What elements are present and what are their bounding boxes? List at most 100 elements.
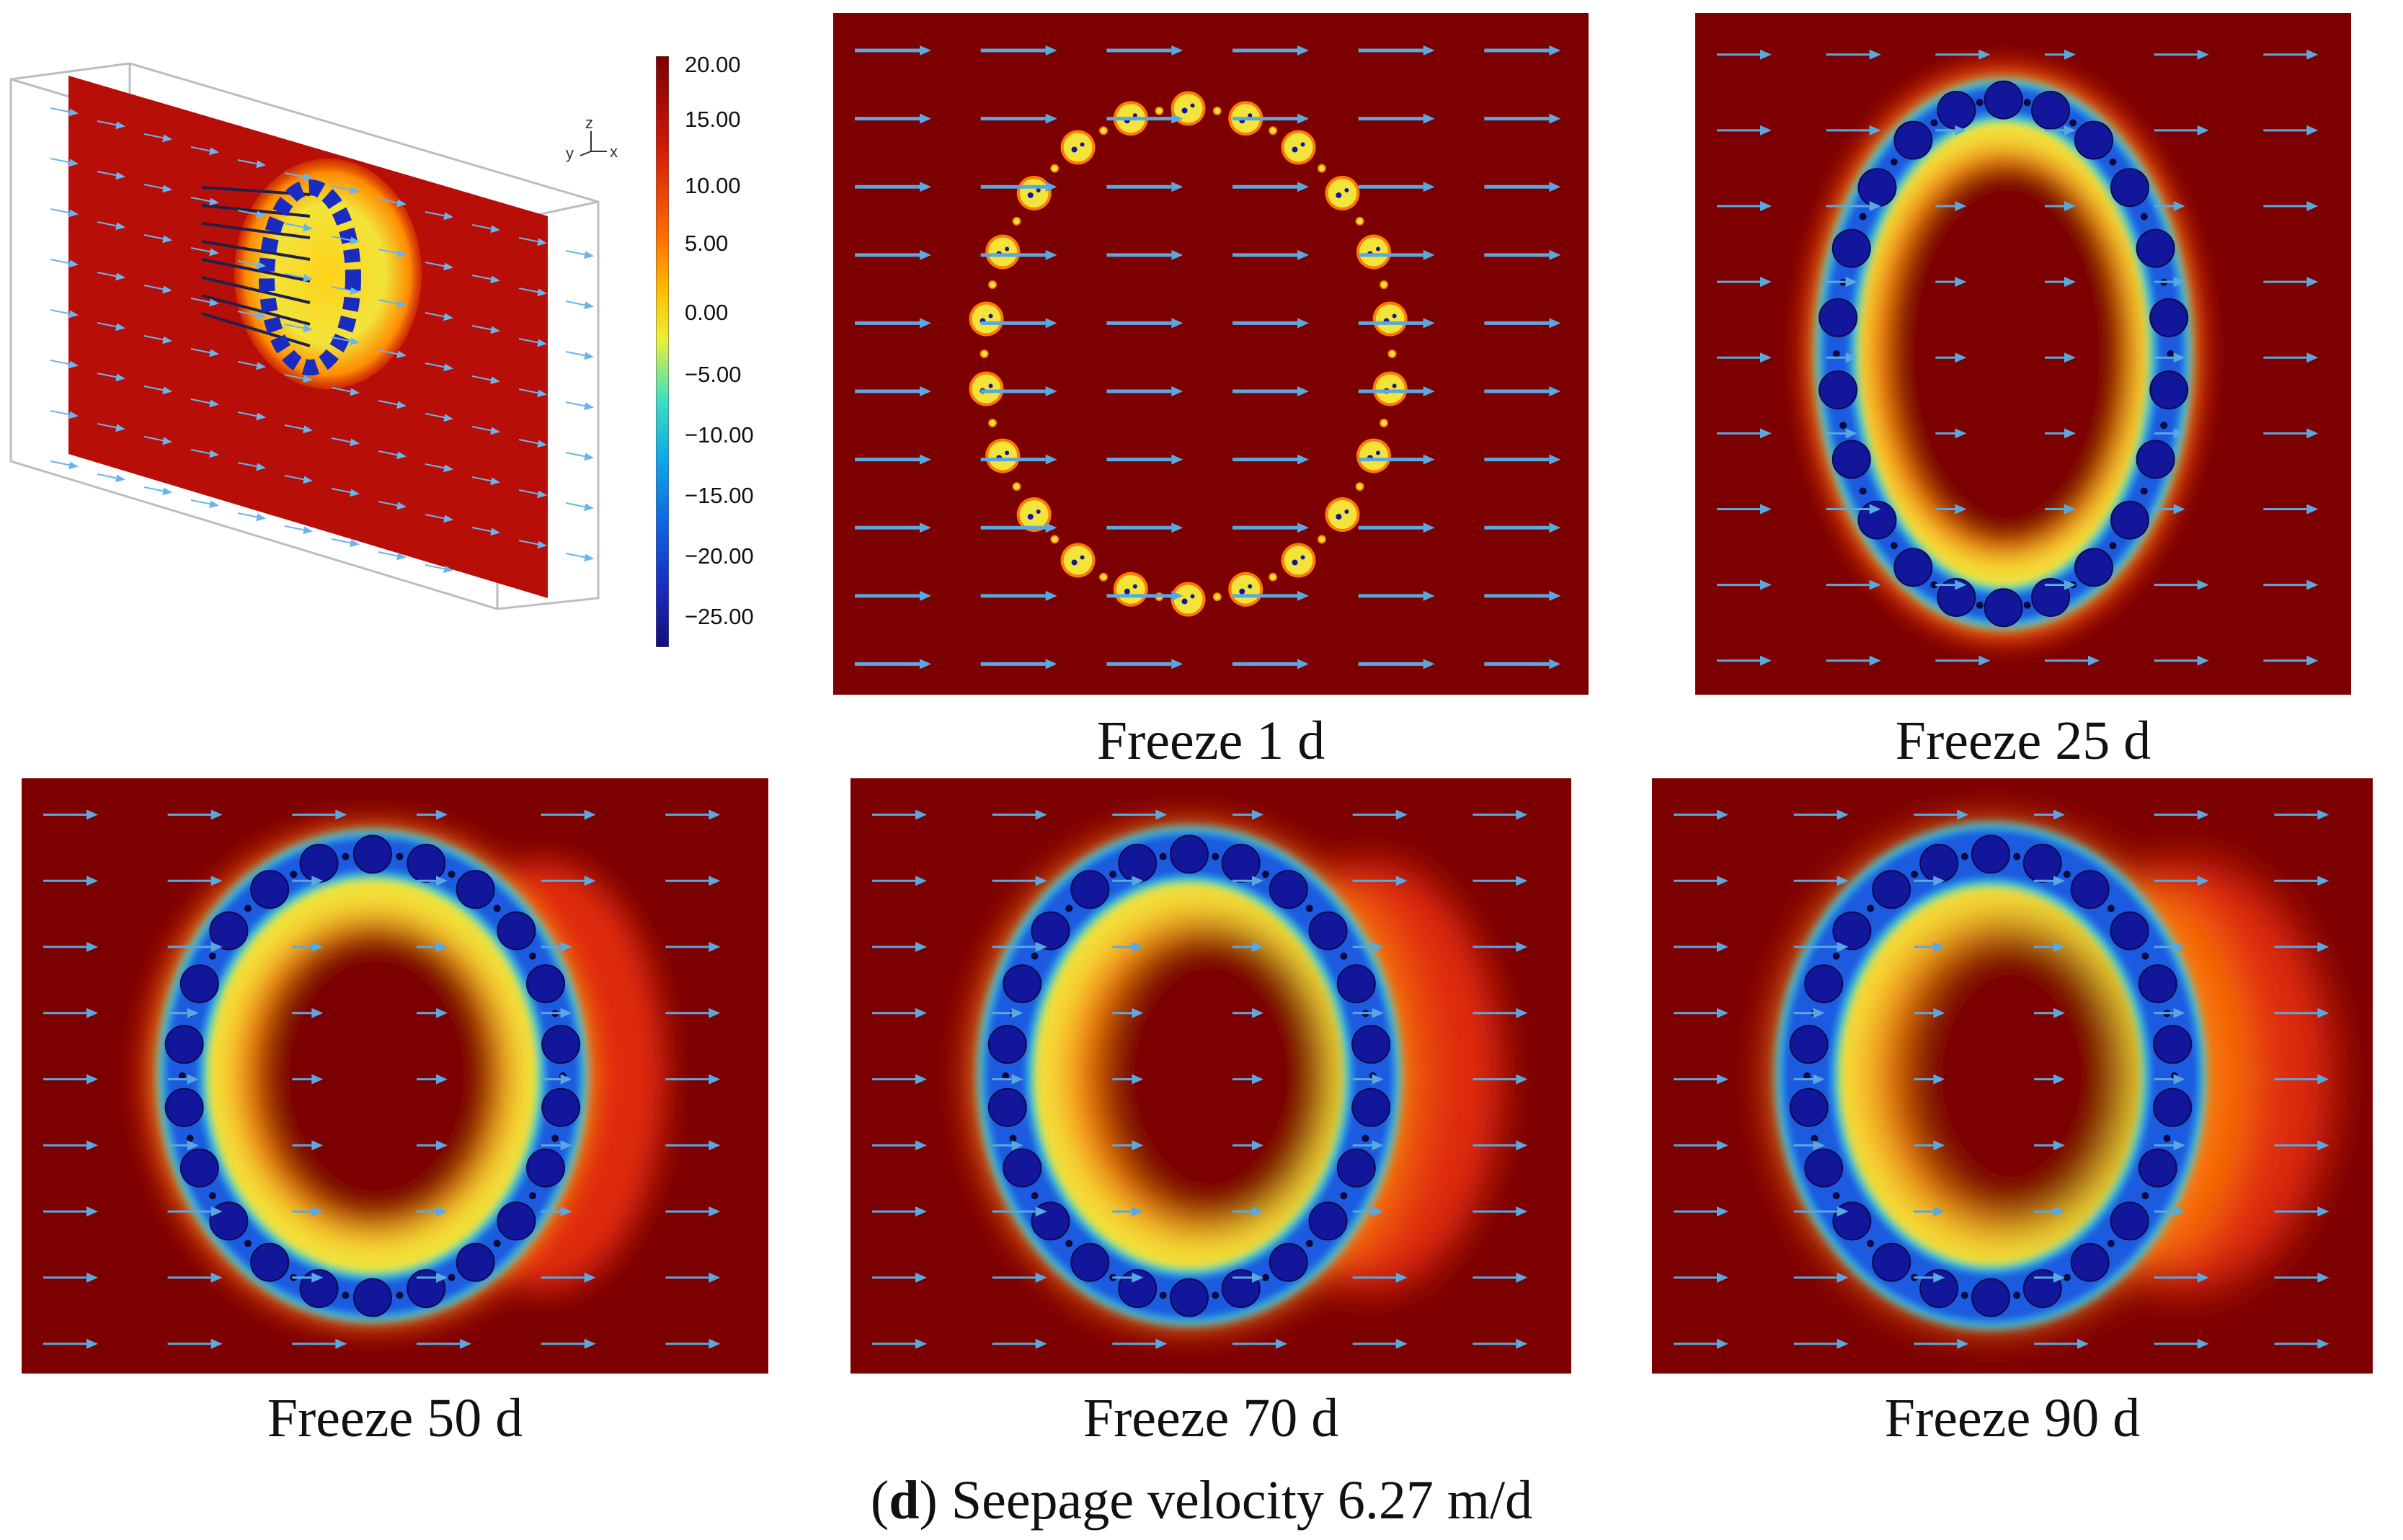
freeze-pipe (1351, 1025, 1391, 1064)
seepage-arrow (980, 45, 1057, 56)
seepage-arrow (2045, 504, 2076, 515)
monitor-hole (1362, 1134, 1369, 1142)
freeze-pipe (541, 1025, 581, 1064)
seepage-arrow (2045, 428, 2076, 439)
seepage-arrow (1232, 454, 1309, 465)
seepage-arrow (2154, 1338, 2209, 1349)
seepage-arrow (1112, 809, 1168, 820)
freeze-pipe (1005, 450, 1010, 455)
monitor-hole (1355, 216, 1364, 226)
monitor-hole (178, 1072, 186, 1080)
seepage-arrow (1232, 1074, 1263, 1085)
seepage-arrow (2154, 1007, 2185, 1018)
monitor-hole (2107, 1239, 2115, 1247)
seepage-arrow (2274, 809, 2329, 820)
seepage-arrow (292, 1007, 324, 1018)
flow-arrow-3d (143, 334, 173, 344)
colorbar-tick-4: 0.00 (685, 300, 729, 325)
seepage-arrow (992, 1338, 1047, 1349)
seepage-arrows (872, 809, 1528, 1349)
unfrozen-core (1096, 926, 1328, 1226)
monitor-hole (1355, 482, 1364, 491)
seepage-arrow (1358, 113, 1435, 124)
monitor-hole (1269, 126, 1278, 135)
seepage-arrow (43, 876, 98, 886)
seepage-arrow (2263, 277, 2319, 288)
freeze-pipe (1344, 187, 1349, 192)
seepage-arrow (1935, 428, 1967, 439)
colorbar-gradient (656, 56, 669, 647)
freeze-pipe (1071, 559, 1078, 566)
monitor-hole (244, 1239, 252, 1247)
caption-freeze-70: Freeze 70 d (1083, 1388, 1339, 1448)
seepage-arrow (1793, 1338, 1849, 1349)
freeze-pipe (497, 1201, 536, 1241)
seepage-arrow (1717, 277, 1772, 288)
flow-arrow-3d (425, 362, 454, 372)
monitor-hole (290, 871, 298, 878)
flow-arrow-3d (237, 512, 267, 522)
seepage-arrow (1826, 504, 1881, 515)
seepage-arrow (872, 809, 927, 820)
seepage-arrow (417, 1272, 448, 1283)
seepage-arrow (292, 1272, 324, 1283)
seepage-arrow (1473, 809, 1528, 820)
colorbar-tick-0: 20.00 (685, 52, 741, 77)
seepage-arrow (2045, 277, 2076, 288)
seepage-arrow (1358, 386, 1435, 397)
seepage-arrow (1935, 49, 1991, 60)
monitor-hole (2107, 904, 2115, 912)
freeze-pipe (1221, 1269, 1261, 1309)
monitor-hole (2163, 1134, 2171, 1142)
seepage-arrow (2034, 1074, 2065, 1085)
flow-arrow-3d (284, 272, 314, 282)
monitor-hole (2023, 99, 2031, 107)
seepage-arrow (417, 1074, 448, 1085)
seepage-arrow (1935, 352, 1967, 363)
flow-arrow-3d (143, 133, 173, 143)
flow-arrow-3d (97, 473, 126, 483)
flow-arrow-3d (284, 222, 314, 232)
monitor-hole (2023, 601, 2031, 609)
frozen-column-core (1328, 500, 1357, 530)
seepage-arrow (980, 659, 1057, 669)
seepage-arrow (992, 942, 1047, 953)
freeze-pipe (164, 1025, 204, 1064)
flow-arrow-3d (143, 284, 173, 294)
freeze-pipe (526, 964, 566, 1004)
seepage-arrow (292, 1206, 324, 1217)
freeze-pipe (1132, 584, 1137, 589)
flow-arrow-3d (237, 159, 267, 169)
freeze-pipe (2149, 370, 2189, 410)
axis-z-label: z (585, 114, 593, 132)
seepage-arrow (43, 809, 98, 820)
flow-arrow-3d (97, 170, 126, 180)
seepage-arrow (2154, 876, 2209, 886)
seepage-arrow (2263, 655, 2319, 666)
monitor-hole (1960, 1291, 1968, 1299)
freeze-pipe (987, 1025, 1027, 1064)
flow-arrow-3d (331, 184, 360, 195)
freeze-pipe (2153, 1087, 2193, 1127)
monitor-hole (1859, 487, 1867, 495)
seepage-arrow (1232, 809, 1263, 820)
seepage-arrow (2034, 1338, 2089, 1349)
seepage-arrow (855, 590, 931, 601)
caption-freeze-1: Freeze 1 d (1096, 711, 1325, 771)
seepage-arrow (1935, 277, 1967, 288)
pipe-ring-3d (259, 179, 361, 375)
thermal-field (1802, 63, 2205, 644)
seepage-arrow (43, 1338, 98, 1349)
seepage-arrow (1484, 590, 1561, 601)
monitor-hole (528, 1192, 536, 1200)
seepage-arrow (43, 1140, 98, 1151)
seepage-arrow (1232, 1338, 1287, 1349)
seepage-arrow (980, 454, 1057, 465)
seepage-arrow (2034, 1140, 2065, 1151)
flow-arrow-3d (378, 197, 407, 208)
seepage-arrow (872, 1206, 927, 1217)
seepage-arrow (1232, 659, 1309, 669)
freeze-pipe (988, 313, 993, 319)
freeze-pipe (2070, 1242, 2110, 1282)
seepage-arrows (855, 45, 1561, 669)
